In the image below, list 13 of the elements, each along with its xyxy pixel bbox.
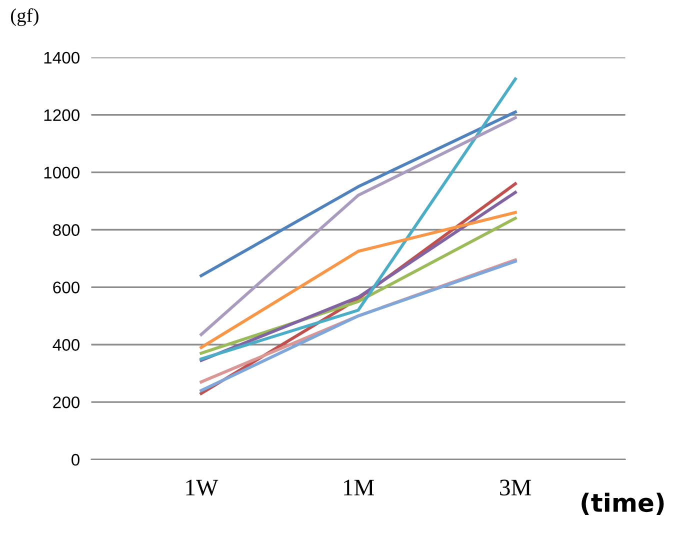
y-tick-label: 600 xyxy=(53,282,80,294)
y-tick-label: 1000 xyxy=(44,166,80,179)
y-tick-label: 200 xyxy=(53,396,80,408)
x-tick-label: 1M xyxy=(344,480,374,496)
y-axis-title: (gf) xyxy=(10,8,38,26)
y-tick-label: 400 xyxy=(52,339,80,351)
x-tick-label: 3M xyxy=(500,480,532,496)
y-tick-label: 800 xyxy=(53,224,80,236)
x-tick-label: 1W xyxy=(186,480,218,496)
y-tick-label: 1200 xyxy=(44,109,80,122)
y-tick-label: 1400 xyxy=(44,52,80,64)
x-axis-title: (time) xyxy=(582,492,664,516)
y-tick-label: 0 xyxy=(72,454,80,466)
